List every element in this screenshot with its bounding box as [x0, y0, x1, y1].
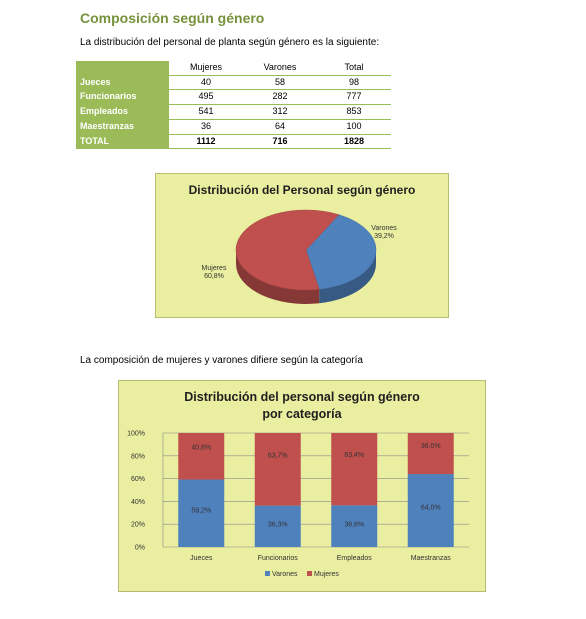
y-tick-label: 40%: [131, 499, 145, 506]
table-cell: 64: [243, 119, 317, 135]
bar-data-label: 64,0%: [421, 504, 441, 511]
bar-data-label: 36,6%: [344, 522, 364, 529]
column-header: Varones: [243, 61, 317, 76]
table-cell: 312: [243, 104, 317, 120]
legend-label: Varones: [272, 571, 298, 578]
intro2-text: La composición de mujeres y varones difi…: [80, 355, 363, 366]
bar-varones: [254, 505, 301, 547]
y-tick-label: 80%: [131, 453, 145, 460]
stacked-bar-chart: Distribución del personal según género p…: [118, 380, 486, 592]
table-row: Empleados 541 312 853: [76, 104, 391, 120]
pie-slice-side: [319, 250, 376, 304]
column-header: Mujeres: [169, 61, 243, 76]
pie-slice-side: [236, 250, 320, 304]
column-header: Total: [317, 61, 391, 76]
bar-chart-plot: 0% 20% 40% 60% 80% 100% 59,2% 40,8% Jueces 36,3% 6…: [127, 431, 469, 578]
pie-chart-plot: Varones 39,2% Mujeres 60,8%: [202, 209, 397, 304]
x-tick-label: Maestranzas: [411, 555, 452, 562]
pie-label-mujeres: Mujeres 60,8%: [202, 265, 227, 280]
pie-label-varones: Varones 39,2%: [371, 225, 397, 240]
table-cell: 853: [317, 104, 391, 120]
y-tick-label: 60%: [131, 476, 145, 483]
x-tick-label: Jueces: [190, 555, 213, 562]
pie-chart: Distribución del Personal según género V…: [155, 173, 449, 318]
bar-varones: [407, 474, 454, 547]
row-label: Jueces: [76, 75, 169, 90]
pie-slice-varones: [305, 214, 377, 290]
table-cell: 1828: [317, 134, 391, 150]
bar-varones: [178, 479, 225, 547]
y-tick-label: 0%: [135, 545, 145, 552]
table-cell: 1112: [169, 134, 243, 150]
legend-swatch: [265, 571, 270, 576]
intro-text: La distribución del personal de planta s…: [80, 37, 380, 48]
legend-swatch: [307, 571, 312, 576]
table-cell: 40: [169, 75, 243, 91]
bar-data-label: 63,4%: [344, 452, 364, 459]
table-header-row: Mujeres Varones Total: [76, 61, 391, 76]
bar-chart-title: Distribución del personal según género: [184, 390, 420, 404]
pie-chart-title: Distribución del Personal según género: [188, 183, 416, 197]
table-cell: 58: [243, 75, 317, 91]
table-cell: 777: [317, 89, 391, 106]
bar-data-label: 63,7%: [268, 452, 288, 459]
x-tick-label: Funcionarios: [258, 555, 299, 562]
row-label: Empleados: [76, 104, 169, 120]
table-cell: 98: [317, 75, 391, 91]
table-cell: 716: [243, 134, 317, 150]
table-cell: 100: [317, 119, 391, 135]
pie-slice-mujeres: [235, 209, 340, 291]
table-row: Funcionarios 495 282 777: [76, 89, 391, 106]
y-tick-label: 20%: [131, 522, 145, 529]
row-label: Funcionarios: [76, 89, 169, 105]
bar-data-label: 59,2%: [191, 507, 211, 514]
table-row: Jueces 40 58 98: [76, 75, 391, 91]
bar-mujeres: [254, 433, 301, 506]
table-total-row: TOTAL 1112 716 1828: [76, 134, 391, 150]
gender-table: Mujeres Varones Total Jueces 40 58 98 Fu…: [76, 61, 391, 150]
y-tick-label: 100%: [127, 431, 145, 438]
bar-mujeres: [178, 433, 225, 480]
row-label: TOTAL: [76, 134, 169, 149]
bar-mujeres: [407, 433, 454, 475]
table-cell: 36: [169, 119, 243, 135]
x-tick-label: Empleados: [337, 555, 373, 562]
bar-chart-subtitle: por categoría: [262, 407, 342, 421]
table-row: Maestranzas 36 64 100: [76, 119, 391, 135]
legend-label: Mujeres: [314, 571, 339, 578]
table-cell: 495: [169, 89, 243, 106]
bar-data-label: 36,0%: [421, 443, 441, 450]
table-corner: [76, 61, 169, 76]
bar-varones: [331, 505, 378, 547]
bar-data-label: 40,8%: [191, 444, 211, 451]
bar-data-label: 36,3%: [268, 522, 288, 529]
table-cell: 541: [169, 104, 243, 120]
table-cell: 282: [243, 89, 317, 106]
section-heading: Composición según género: [80, 10, 265, 26]
row-label: Maestranzas: [76, 119, 169, 135]
bar-mujeres: [331, 433, 378, 506]
